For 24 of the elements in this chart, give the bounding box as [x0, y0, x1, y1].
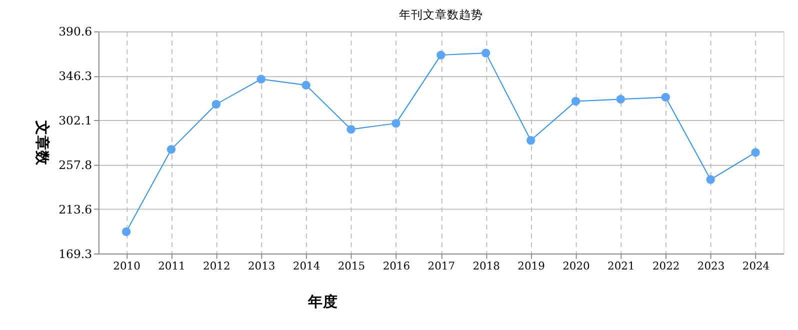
x-tick-label: 2024 [742, 260, 770, 273]
x-tick-label: 2014 [292, 260, 320, 273]
x-tick-label: 2013 [248, 260, 276, 273]
y-tick-label: 257.8 [58, 158, 92, 172]
x-tick-label: 2012 [203, 260, 230, 273]
x-tick-label: 2022 [652, 260, 680, 273]
x-tick-label: 2015 [338, 260, 366, 273]
x-tick-label: 2019 [518, 260, 546, 273]
y-tick-label: 346.3 [58, 69, 92, 84]
x-tick-label: 2020 [562, 260, 590, 273]
x-axis-title: 年度 [307, 292, 338, 311]
x-tick-label: 2016 [382, 260, 410, 273]
y-tick-label: 302.1 [58, 114, 92, 128]
x-tick-label: 2010 [113, 260, 141, 273]
y-axis-title: 文章数 [34, 119, 52, 166]
x-tick-label: 2017 [428, 260, 456, 273]
x-tick-label: 2023 [697, 260, 725, 273]
y-tick-label: 213.6 [58, 202, 92, 216]
chart-title: 年刊文章数趋势 [398, 8, 483, 22]
x-tick-label: 2018 [472, 260, 500, 273]
y-tick-label: 169.3 [58, 246, 92, 261]
x-tick-label: 2011 [158, 260, 186, 273]
y-tick-label: 390.6 [58, 24, 92, 39]
x-tick-label: 2021 [608, 260, 635, 273]
